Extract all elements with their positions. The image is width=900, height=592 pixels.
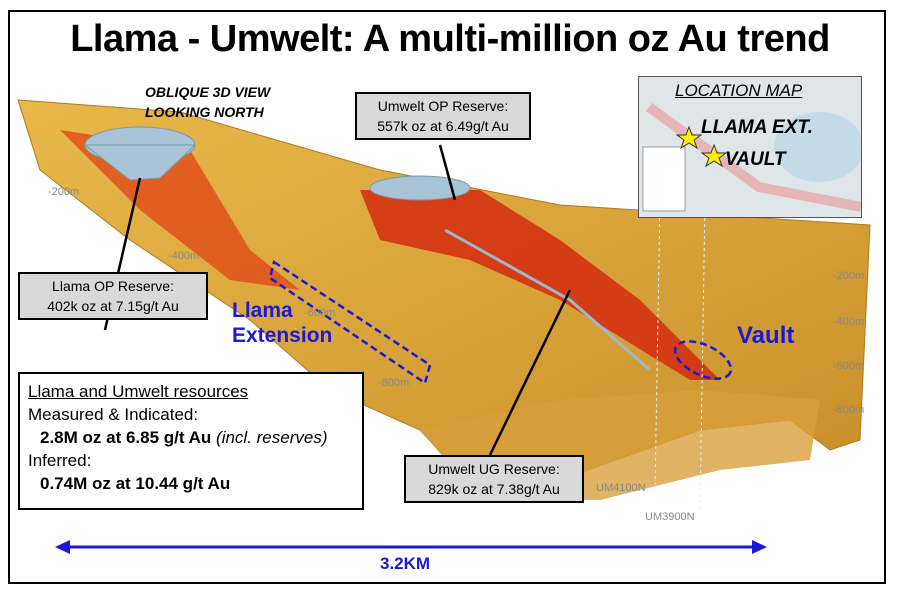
depth-label: -200m xyxy=(833,270,865,282)
underground-workings xyxy=(444,228,651,372)
star-icon xyxy=(700,143,728,168)
view-line-2: LOOKING NORTH xyxy=(145,104,264,120)
resources-box: Llama and Umwelt resources Measured & In… xyxy=(18,372,364,510)
inferred-label: Inferred: xyxy=(28,451,92,470)
section-line-um4100n xyxy=(654,199,661,491)
mi-note: (incl. reserves) xyxy=(216,428,328,447)
vault-outline xyxy=(673,340,733,380)
map-background xyxy=(642,102,861,212)
page-title: Llama - Umwelt: A multi-million oz Au tr… xyxy=(70,18,830,60)
llama-op-callout: Llama OP Reserve: 402k oz at 7.15g/t Au xyxy=(18,272,208,320)
scale-arrow-left xyxy=(55,540,70,554)
depth-label: -400m xyxy=(833,316,865,328)
view-line-1: OBLIQUE 3D VIEW xyxy=(145,84,271,100)
view-label: OBLIQUE 3D VIEW LOOKING NORTH xyxy=(145,82,270,122)
section-line-um3900n xyxy=(699,199,706,511)
depth-label: -600m xyxy=(833,360,865,372)
scale-label: 3.2KM xyxy=(380,554,431,573)
umwelt-op-leader xyxy=(438,144,457,201)
star-icon xyxy=(675,125,703,150)
region-line: Llama xyxy=(232,299,293,322)
llama-extension-label: Llama Extension xyxy=(232,298,332,348)
callout-line: Umwelt UG Reserve: xyxy=(428,461,560,477)
map-label-llama-ext: LLAMA EXT. xyxy=(701,117,813,138)
callout-line: 829k oz at 7.38g/t Au xyxy=(428,481,560,497)
callout-line: 402k oz at 7.15g/t Au xyxy=(47,298,179,314)
depth-label: -800m xyxy=(833,404,865,416)
vault-label: Vault xyxy=(737,322,795,349)
depth-label: -200m xyxy=(48,186,80,198)
umwelt-ug-leader xyxy=(488,289,572,456)
depth-label: -600m xyxy=(304,307,336,319)
high-grade-zone-umwelt xyxy=(360,190,720,380)
location-map: LOCATION MAP LLAMA EXT. VAULT xyxy=(638,76,862,218)
callout-line: 557k oz at 6.49g/t Au xyxy=(377,118,509,134)
resources-heading: Llama and Umwelt resources xyxy=(28,382,249,401)
callout-line: Llama OP Reserve: xyxy=(52,278,174,294)
umwelt-ug-callout: Umwelt UG Reserve: 829k oz at 7.38g/t Au xyxy=(404,455,584,503)
umwelt-pit xyxy=(369,175,471,201)
depth-label: -800m xyxy=(378,377,410,389)
figure-frame xyxy=(8,10,886,584)
scale-arrow-right xyxy=(752,540,767,554)
mi-value: 2.8M oz at 6.85 g/t Au xyxy=(40,428,212,447)
section-label: UM4100N xyxy=(596,482,646,494)
umwelt-op-callout: Umwelt OP Reserve: 557k oz at 6.49g/t Au xyxy=(355,92,531,140)
llama-extension-outline xyxy=(268,259,432,386)
region-line: Extension xyxy=(232,324,333,347)
depth-label: -400m xyxy=(168,250,200,262)
map-label-vault: VAULT xyxy=(725,149,786,170)
map-title: LOCATION MAP xyxy=(675,81,803,100)
mi-label: Measured & Indicated: xyxy=(28,405,199,424)
inferred-value: 0.74M oz at 10.44 g/t Au xyxy=(40,474,231,493)
llama-pit-wall xyxy=(83,144,197,181)
section-label: UM3900N xyxy=(645,511,695,523)
callout-line: Umwelt OP Reserve: xyxy=(377,98,509,114)
